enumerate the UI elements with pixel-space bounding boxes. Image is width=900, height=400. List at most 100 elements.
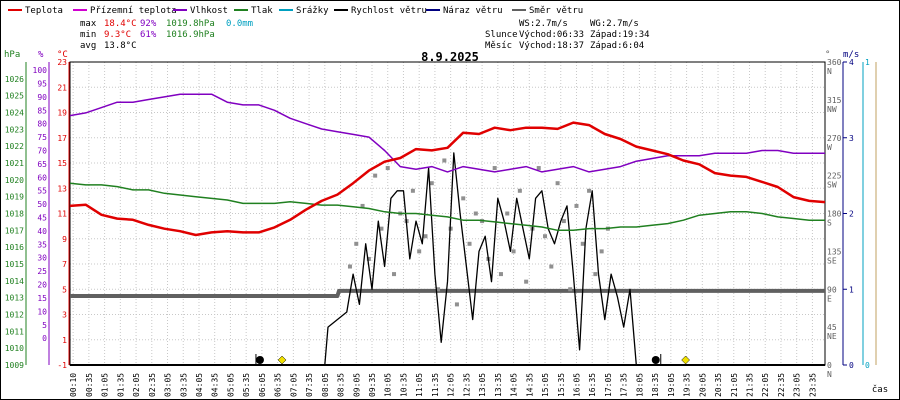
gust-point xyxy=(587,188,592,193)
direction-compass-label: S xyxy=(827,219,832,228)
pressure-tick-label: 1017 xyxy=(5,226,24,235)
gust-point xyxy=(373,173,378,178)
x-tick-label: 22:35 xyxy=(777,373,786,397)
pressure-tick-label: 1011 xyxy=(5,327,24,336)
stats-block: max 18.4°C 92% 1019.8hPa 0.0mm min 9.3°C… xyxy=(80,19,253,51)
gust-point xyxy=(417,249,422,254)
pressure-tick-label: 1023 xyxy=(5,125,24,134)
direction-compass-label: SW xyxy=(827,181,837,190)
gust-point xyxy=(366,256,371,261)
x-tick-label: 09:05 xyxy=(352,373,361,397)
x-tick-label: 19:35 xyxy=(683,373,692,397)
humidity-tick-label: 85 xyxy=(37,106,47,115)
direction-tick-label: 270 xyxy=(827,134,842,143)
x-tick-label: 05:35 xyxy=(242,373,251,397)
x-tick-label: 00:10 xyxy=(69,373,78,397)
x-tick-label: 02:05 xyxy=(132,373,141,397)
direction-compass-label: NE xyxy=(827,332,837,341)
temperature-tick-label: 9 xyxy=(62,235,67,244)
direction-compass-label: W xyxy=(827,143,832,152)
x-tick-label: 11:05 xyxy=(415,373,424,397)
gust-point xyxy=(385,166,390,171)
x-tick-label: 15:05 xyxy=(541,373,550,397)
humidity-tick-label: 55 xyxy=(37,187,47,196)
x-tick-label: 13:35 xyxy=(494,373,503,397)
sunset-marker xyxy=(681,355,690,365)
temperature-tick-label: 13 xyxy=(57,184,67,193)
legend-label-wind: Rychlost větru xyxy=(351,6,427,16)
pressure-tick-label: 1015 xyxy=(5,260,24,269)
stats-min-label: min xyxy=(80,30,96,40)
gust-point xyxy=(347,264,352,269)
legend-label-gust: Náraz větru xyxy=(443,6,503,16)
pressure-tick-label: 1016 xyxy=(5,243,24,252)
x-tick-label: 12:05 xyxy=(447,373,456,397)
direction-tick-label: 0 xyxy=(827,361,832,370)
legend-label-pressure: Tlak xyxy=(251,6,273,16)
legend: Teplota Přízemní teplota Vlhkost Tlak Sr… xyxy=(8,6,583,16)
wind-axis-unit: m/s xyxy=(843,50,859,60)
x-tick-label: 04:05 xyxy=(195,373,204,397)
rain-tick-label: 0 xyxy=(865,361,870,370)
humidity-tick-label: 50 xyxy=(37,200,47,209)
gust-point xyxy=(574,203,579,208)
pressure-tick-label: 1018 xyxy=(5,210,24,219)
rain-tick-label: 1 xyxy=(865,58,870,67)
humidity-tick-label: 30 xyxy=(37,254,47,263)
x-tick-label: 23:35 xyxy=(808,373,817,397)
temperature-tick-label: 23 xyxy=(57,58,67,67)
direction-tick-label: 360 xyxy=(827,58,842,67)
temperature-tick-label: 19 xyxy=(57,109,67,118)
x-tick-label: 16:35 xyxy=(588,373,597,397)
x-tick-label: 08:05 xyxy=(321,373,330,397)
stats-min-hum: 61% xyxy=(140,30,157,40)
humidity-tick-label: 95 xyxy=(37,79,47,88)
pressure-tick-label: 1010 xyxy=(5,344,24,353)
moon-label: Měsíc xyxy=(485,41,512,51)
x-tick-label: 12:35 xyxy=(462,373,471,397)
x-tick-label: 02:35 xyxy=(148,373,157,397)
temperature-tick-label: 5 xyxy=(62,285,67,294)
gust-point xyxy=(543,234,548,239)
moonrise-marker xyxy=(651,356,660,364)
x-tick-label: 23:05 xyxy=(793,373,802,397)
gust-point xyxy=(354,241,359,246)
x-tick-label: 21:05 xyxy=(730,373,739,397)
x-tick-label: 21:35 xyxy=(746,373,755,397)
humidity-tick-label: 45 xyxy=(37,214,47,223)
humidity-tick-label: 25 xyxy=(37,267,47,276)
pressure-tick-label: 1020 xyxy=(5,176,24,185)
stats-avg-temp: 13.8°C xyxy=(104,41,137,51)
x-tick-label: 05:05 xyxy=(226,373,235,397)
gust-point xyxy=(360,203,365,208)
wind-ws: WS:2.7m/s xyxy=(519,19,568,29)
temperature-tick-label: -1 xyxy=(57,361,67,370)
wind-wg: WG:2.7m/s xyxy=(590,19,639,29)
legend-label-ground-temp: Přízemní teplota xyxy=(90,6,177,16)
pressure-tick-label: 1024 xyxy=(5,109,24,118)
stats-max-hum: 92% xyxy=(140,19,157,29)
wind-tick-label: 2 xyxy=(849,210,854,219)
temperature-tick-label: 11 xyxy=(57,210,67,219)
x-tick-label: 01:05 xyxy=(101,373,110,397)
x-tick-label: 22:05 xyxy=(761,373,770,397)
gust-point xyxy=(580,241,585,246)
wind-tick-label: 3 xyxy=(849,134,854,143)
pressure-tick-label: 1021 xyxy=(5,159,24,168)
wind-tick-label: 1 xyxy=(849,285,854,294)
direction-compass-label: N xyxy=(827,370,832,379)
humidity-tick-label: 60 xyxy=(37,173,47,182)
gust-point xyxy=(492,166,497,171)
gust-point xyxy=(410,188,415,193)
series-temperature-line xyxy=(69,121,826,237)
gust-point xyxy=(599,249,604,254)
x-tick-label: 18:35 xyxy=(651,373,660,397)
stats-avg-label: avg xyxy=(80,41,96,51)
series-humidity-line xyxy=(69,93,825,173)
gust-point xyxy=(423,234,428,239)
x-tick-label: 13:05 xyxy=(478,373,487,397)
gust-point xyxy=(511,249,516,254)
temperature-tick-label: 17 xyxy=(57,134,67,143)
direction-tick-label: 315 xyxy=(827,96,842,105)
wind-tick-label: 4 xyxy=(849,58,854,67)
